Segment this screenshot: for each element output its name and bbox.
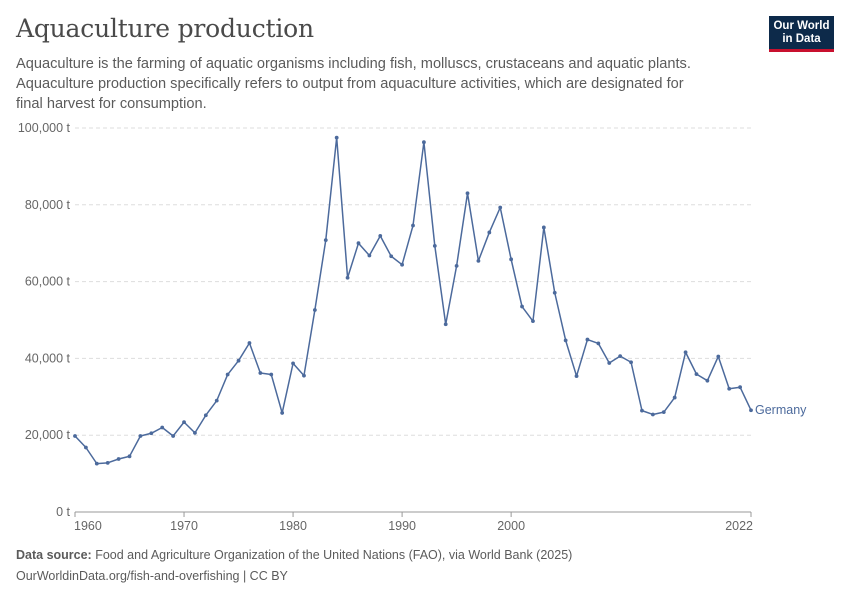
x-tick-label: 1960	[74, 519, 102, 533]
data-point	[73, 434, 77, 438]
data-point	[520, 304, 524, 309]
data-point	[531, 319, 535, 324]
data-point	[607, 361, 612, 365]
data-point	[476, 258, 481, 263]
logo-line-1: Our World	[773, 20, 830, 32]
data-point	[716, 354, 721, 359]
data-point	[443, 322, 448, 327]
data-point	[171, 434, 176, 438]
data-point	[116, 457, 121, 461]
data-point	[629, 360, 633, 365]
data-point	[432, 243, 437, 248]
data-point	[650, 412, 655, 417]
data-point	[356, 241, 361, 246]
data-point	[738, 385, 742, 390]
data-point	[291, 361, 295, 366]
data-point	[378, 234, 383, 238]
data-point	[345, 275, 350, 280]
data-point	[269, 372, 274, 377]
data-point	[705, 378, 710, 383]
chart-title: Aquaculture production	[16, 14, 314, 43]
data-point	[236, 358, 241, 363]
data-point	[640, 408, 644, 413]
data-point	[563, 338, 568, 343]
y-tick-label: 60,000 t	[25, 275, 71, 289]
x-tick-label: 1980	[279, 519, 307, 533]
y-tick-label: 80,000 t	[25, 198, 71, 212]
data-point	[509, 257, 514, 262]
series-line	[74, 136, 752, 465]
data-point	[149, 431, 154, 436]
y-axis-tick-labels: 0 t 20,000 t 40,000 t 60,000 t 80,000 t 100,0…	[18, 121, 71, 519]
data-point	[487, 230, 492, 235]
data-point	[596, 341, 601, 346]
data-point	[585, 337, 590, 342]
data-point	[203, 413, 208, 418]
data-point	[422, 140, 426, 145]
data-point	[367, 253, 372, 258]
data-point	[694, 372, 699, 377]
data-point	[193, 430, 197, 435]
y-tick-label: 0 t	[56, 505, 70, 519]
data-point	[661, 410, 666, 415]
data-point	[574, 374, 579, 378]
series-label-germany: Germany	[755, 403, 807, 417]
series-germany[interactable]: Germany	[73, 135, 807, 466]
data-point	[247, 341, 252, 345]
data-source-note: Data source: Food and Agriculture Organi…	[16, 548, 572, 562]
x-tick-label: 1990	[388, 519, 416, 533]
data-point	[727, 386, 732, 391]
data-point	[672, 395, 677, 400]
data-point	[552, 290, 557, 295]
data-point	[541, 225, 546, 230]
footer-url[interactable]: OurWorldinData.org/fish-and-overfishing …	[16, 569, 288, 583]
data-point	[334, 135, 339, 140]
data-point	[127, 454, 132, 459]
data-point	[182, 420, 186, 425]
data-point	[84, 445, 88, 450]
x-tick-label: 2022	[725, 519, 753, 533]
data-point	[465, 191, 470, 196]
data-point	[280, 411, 285, 415]
data-point	[498, 205, 503, 210]
x-tick-label: 2000	[497, 519, 525, 533]
data-point	[618, 354, 623, 358]
data-point	[225, 372, 230, 377]
data-point	[302, 373, 306, 378]
gridlines	[75, 127, 751, 513]
x-axis: 1960 1970 1980 1990 2000 2022	[74, 512, 753, 533]
data-point	[323, 238, 328, 243]
owid-logo[interactable]: Our World in Data	[769, 16, 834, 52]
data-point	[683, 350, 688, 355]
data-point	[160, 425, 165, 430]
logo-line-2: in Data	[782, 33, 821, 45]
data-source-text: Food and Agriculture Organization of the…	[95, 548, 573, 562]
data-point	[105, 460, 110, 465]
data-point	[94, 461, 99, 466]
data-point	[749, 408, 753, 413]
y-tick-label: 40,000 t	[25, 351, 71, 365]
data-point	[389, 254, 394, 259]
data-point	[454, 263, 459, 268]
data-point	[312, 308, 317, 312]
data-point	[400, 262, 404, 267]
data-source-label: Data source:	[16, 548, 92, 562]
data-point	[138, 434, 143, 438]
chart-subtitle: Aquaculture is the farming of aquatic or…	[16, 56, 691, 112]
data-point	[258, 371, 263, 375]
y-tick-label: 100,000 t	[18, 121, 71, 135]
data-point	[214, 398, 219, 403]
data-point	[411, 223, 415, 228]
x-tick-label: 1970	[170, 519, 198, 533]
y-tick-label: 20,000 t	[25, 428, 71, 442]
